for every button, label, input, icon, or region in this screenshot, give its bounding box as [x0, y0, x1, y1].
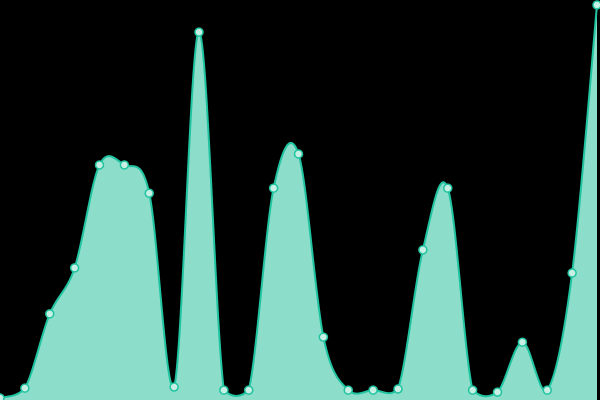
data-point-marker [268, 183, 279, 193]
data-point-marker [69, 263, 80, 273]
data-point-marker [467, 385, 478, 395]
data-point-marker [0, 393, 5, 400]
data-point-marker [45, 309, 55, 319]
data-point-marker [293, 149, 304, 159]
data-point-marker [194, 27, 204, 37]
data-point-marker [567, 268, 577, 278]
data-point-marker [393, 384, 403, 394]
data-point-marker [20, 383, 30, 393]
data-point-marker [592, 0, 600, 10]
data-point-marker [443, 183, 453, 193]
data-point-marker [144, 188, 154, 198]
data-point-marker [119, 160, 130, 170]
data-point-marker [492, 387, 503, 397]
area-fill-path [0, 5, 597, 400]
data-point-marker [219, 385, 229, 395]
data-point-marker [517, 337, 528, 347]
data-point-marker [343, 385, 353, 395]
data-point-marker [418, 245, 428, 255]
data-point-marker [169, 382, 179, 392]
data-point-marker [94, 160, 105, 170]
data-point-marker [368, 385, 378, 395]
data-point-marker [244, 385, 254, 395]
data-point-marker [318, 332, 329, 342]
data-point-marker [542, 385, 552, 395]
